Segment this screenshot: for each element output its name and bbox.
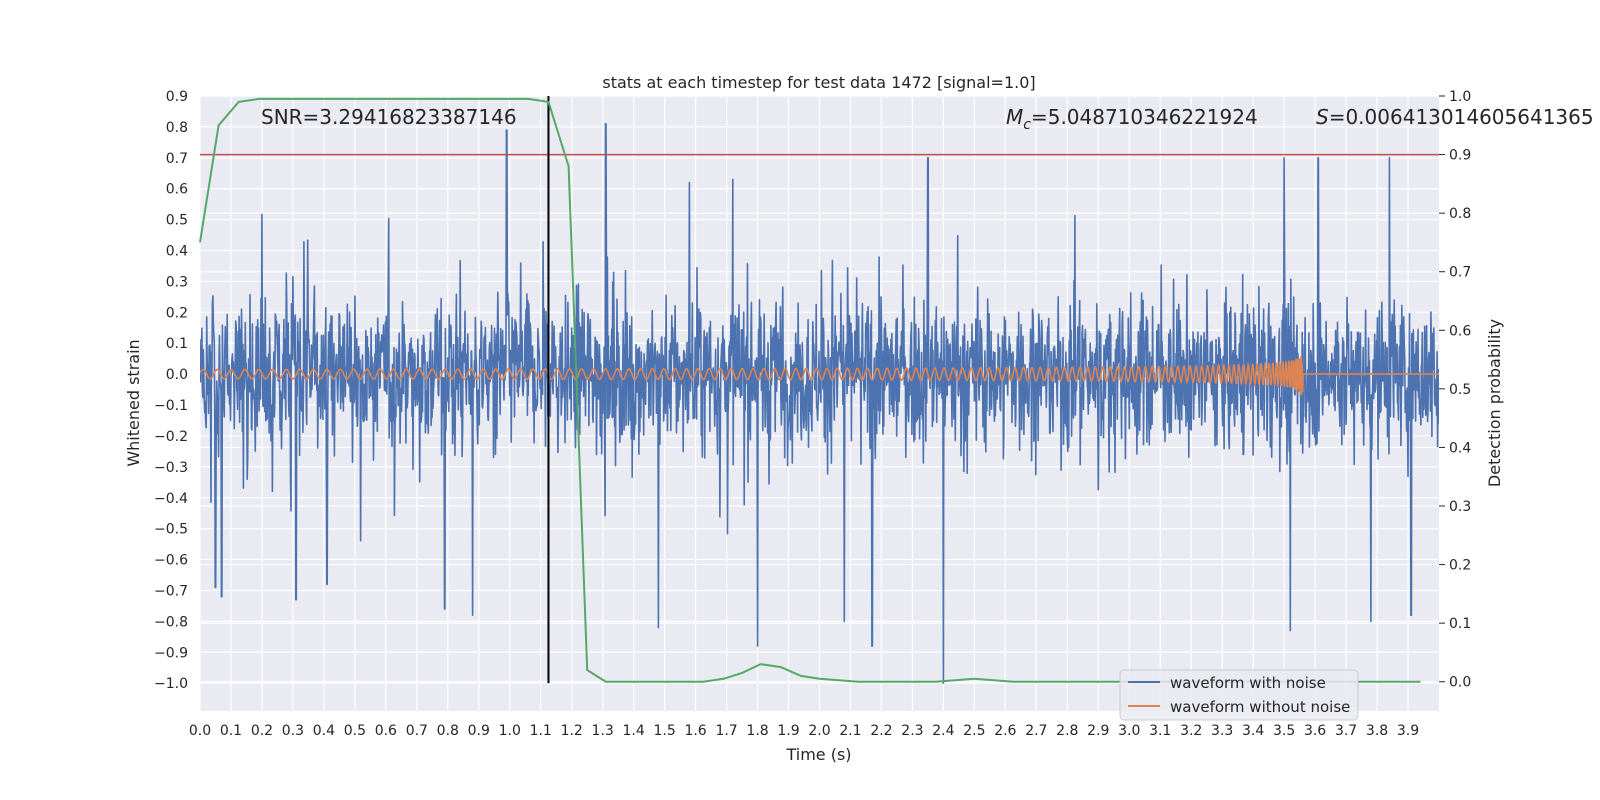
snr-annotation: SNR=3.29416823387146 <box>261 105 517 129</box>
y2-tick-label: 0.3 <box>1449 499 1471 515</box>
y-tick-label: 0.1 <box>166 336 188 352</box>
y-tick-label: 0.4 <box>166 244 188 260</box>
x-axis-ticks: 0.0 0.1 0.2 0.3 0.4 0.5 0.6 0.7 0.8 0.9 1.0 1.1 1.2 1… <box>189 723 1419 739</box>
x-tick-label: 3.2 <box>1180 723 1202 739</box>
y-tick-label: 0.7 <box>166 151 188 167</box>
x-tick-label: 1.1 <box>530 723 552 739</box>
y2-tick-label: 0.0 <box>1449 675 1471 691</box>
x-tick-label: 3.5 <box>1273 723 1295 739</box>
x-tick-label: 2.5 <box>963 723 985 739</box>
chart-title: stats at each timestep for test data 147… <box>602 73 1035 92</box>
x-tick-label: 3.7 <box>1335 723 1357 739</box>
x-tick-label: 3.4 <box>1242 723 1264 739</box>
x-tick-label: 0.4 <box>313 723 335 739</box>
y-tick-label: −0.2 <box>154 429 188 445</box>
y2-tick-label: 0.4 <box>1449 440 1471 456</box>
x-tick-label: 2.0 <box>808 723 830 739</box>
series-detection-probability <box>199 97 1421 683</box>
x-tick-label: 0.7 <box>406 723 428 739</box>
y2-tick-label: 0.1 <box>1449 616 1471 632</box>
x-axis-label: Time (s) <box>785 745 851 764</box>
y-tick-label: −1.0 <box>154 676 188 692</box>
y2-tick-label: 0.6 <box>1449 323 1471 339</box>
y-tick-label: −0.3 <box>154 460 188 476</box>
x-tick-label: 2.4 <box>932 723 954 739</box>
x-tick-label: 0.1 <box>220 723 242 739</box>
x-tick-label: 1.7 <box>715 723 737 739</box>
y-tick-label: 0.2 <box>166 305 188 321</box>
x-tick-label: 2.1 <box>839 723 861 739</box>
x-tick-label: 3.9 <box>1397 723 1419 739</box>
x-tick-label: 3.6 <box>1304 723 1326 739</box>
x-tick-label: 3.8 <box>1366 723 1388 739</box>
x-tick-label: 0.3 <box>282 723 304 739</box>
y-tick-label: −0.4 <box>154 491 188 507</box>
y-tick-label: 0.6 <box>166 182 188 198</box>
x-tick-label: 1.9 <box>777 723 799 739</box>
y-axis-label: Whitened strain <box>124 339 143 466</box>
x-tick-label: 3.1 <box>1149 723 1171 739</box>
y-tick-label: 0.0 <box>166 367 188 383</box>
x-tick-label: 3.0 <box>1118 723 1140 739</box>
y-tick-label: −0.7 <box>154 583 188 599</box>
y2-tick-label: 0.5 <box>1449 382 1471 398</box>
y-tick-label: 0.5 <box>166 213 188 229</box>
x-tick-label: 0.5 <box>344 723 366 739</box>
x-tick-label: 2.6 <box>994 723 1016 739</box>
mc-annotation: Mc=5.048710346221924 <box>1006 105 1258 133</box>
x-tick-label: 0.2 <box>251 723 273 739</box>
x-tick-label: 0.8 <box>437 723 459 739</box>
x-tick-label: 1.2 <box>561 723 583 739</box>
x-tick-label: 3.3 <box>1211 723 1233 739</box>
legend: waveform with noise waveform without noi… <box>1119 669 1359 721</box>
y2-axis-ticks: 1.0 0.9 0.8 0.7 0.6 0.5 0.4 0.3 0.2 0.1 0.0 <box>1439 89 1471 691</box>
x-tick-label: 0.0 <box>189 723 211 739</box>
x-tick-label: 2.7 <box>1025 723 1047 739</box>
y-axis-ticks: 0.9 0.8 0.7 0.6 0.5 0.4 0.3 0.2 0.1 0.0 −0.1 −0.2 −0… <box>154 89 188 692</box>
y-tick-label: 0.8 <box>166 120 188 136</box>
x-tick-label: 2.3 <box>901 723 923 739</box>
x-tick-label: 0.6 <box>375 723 397 739</box>
y2-tick-label: 0.8 <box>1449 206 1471 222</box>
x-tick-label: 2.8 <box>1056 723 1078 739</box>
x-tick-label: 1.6 <box>684 723 706 739</box>
y2-tick-label: 0.7 <box>1449 265 1471 281</box>
x-tick-label: 1.0 <box>499 723 521 739</box>
y2-tick-label: 0.2 <box>1449 558 1471 574</box>
x-tick-label: 1.8 <box>746 723 768 739</box>
x-tick-label: 1.3 <box>592 723 614 739</box>
y-tick-label: 0.3 <box>166 274 188 290</box>
legend-label-noise: waveform with noise <box>1170 674 1326 692</box>
y-tick-label: −0.1 <box>154 398 188 414</box>
y2-axis-label: Detection probability <box>1485 319 1504 487</box>
legend-label-clean: waveform without noise <box>1170 698 1350 716</box>
y2-tick-label: 1.0 <box>1449 89 1471 105</box>
y-tick-label: −0.5 <box>154 522 188 538</box>
x-tick-label: 1.5 <box>653 723 675 739</box>
x-tick-label: 0.9 <box>468 723 490 739</box>
y-tick-label: 0.9 <box>166 89 188 105</box>
y-tick-label: −0.6 <box>154 553 188 569</box>
x-tick-label: 2.9 <box>1087 723 1109 739</box>
y-tick-label: −0.8 <box>154 614 188 630</box>
y2-tick-label: 0.9 <box>1449 148 1471 164</box>
x-tick-label: 1.4 <box>623 723 645 739</box>
x-tick-label: 2.2 <box>870 723 892 739</box>
series-waveform-without-noise <box>200 356 1439 396</box>
s-annotation: S=0.006413014605641365 <box>1316 105 1594 129</box>
y-tick-label: −0.9 <box>154 645 188 661</box>
